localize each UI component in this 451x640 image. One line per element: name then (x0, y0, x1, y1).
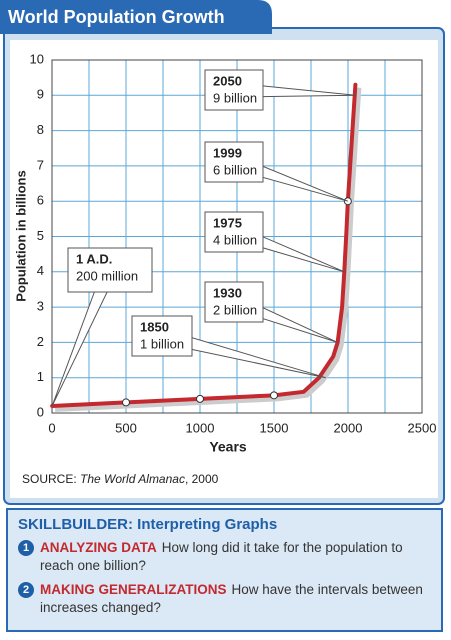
y-tick-label: 6 (37, 193, 44, 208)
annotation-text: 4 billion (213, 232, 257, 247)
skillbuilder-title: SKILLBUILDER: Interpreting Graphs (18, 516, 278, 533)
y-tick-label: 3 (37, 299, 44, 314)
x-tick-label: 1500 (260, 420, 289, 435)
y-tick-label: 5 (37, 228, 44, 243)
annotation-box (67, 247, 153, 293)
y-axis-label: Population in billions (13, 170, 28, 301)
annotation-text: 200 million (76, 268, 138, 283)
annotation-box (204, 141, 264, 183)
y-tick-label: 8 (37, 122, 44, 137)
x-tick-label: 0 (48, 420, 55, 435)
y-tick-label: 7 (37, 157, 44, 172)
question: 2 MAKING GENERALIZATIONS How have the inte… (18, 581, 431, 617)
source-title: The World Almanac (80, 472, 185, 486)
skillbuilder: SKILLBUILDER: Interpreting Graphs 1 ANALY… (6, 508, 443, 632)
annotation-box (131, 315, 193, 357)
x-tick-label: 1000 (186, 420, 215, 435)
question-text: How long did it take for the population … (40, 540, 403, 573)
plot (51, 59, 423, 414)
x-axis-label: Years (209, 439, 247, 455)
annotation-box (204, 281, 264, 323)
plot-border (51, 59, 423, 414)
question: 1 ANALYZING DATA How long did it take for … (18, 539, 431, 575)
question-heading: ANALYZING DATA (40, 540, 157, 555)
x-tick-label: 500 (115, 420, 137, 435)
question-number: 2 (18, 582, 34, 598)
x-tick-label: 2500 (408, 420, 437, 435)
source: SOURCE: The World Almanac, 2000 (22, 472, 219, 486)
line-shadow (55, 87, 362, 412)
annotation-text: 9 billion (213, 90, 257, 105)
point-marker (196, 394, 204, 403)
source-suffix: , 2000 (185, 472, 219, 486)
source-prefix: SOURCE: (22, 472, 77, 486)
annotation-title: 2050 (213, 73, 242, 88)
question-text: How have the intervals between increases… (40, 582, 423, 615)
y-tick-label: 10 (30, 51, 44, 66)
chart-title: World Population Growth (8, 7, 225, 27)
annotation-box (204, 69, 264, 111)
annotation-title: 1 A.D. (76, 251, 112, 266)
question-number: 1 (18, 540, 34, 556)
annotation-text: 6 billion (213, 162, 257, 177)
y-tick-label: 9 (37, 87, 44, 102)
annotation-title: 1930 (213, 285, 242, 300)
point-marker (122, 398, 130, 407)
y-tick-label: 4 (37, 263, 44, 278)
y-tick-label: 1 (37, 369, 44, 384)
annotation-title: 1999 (213, 145, 242, 160)
annotation-box (204, 211, 264, 253)
chart: World Population Growth Years Population… (0, 0, 445, 505)
annotation-text: 2 billion (213, 302, 257, 317)
annotation-title: 1975 (213, 215, 242, 230)
question-heading: MAKING GENERALIZATIONS (40, 582, 227, 597)
y-tick-label: 2 (37, 334, 44, 349)
point-marker (270, 391, 278, 400)
y-tick-label: 0 (37, 404, 44, 419)
annotation-text: 1 billion (140, 336, 184, 351)
title-tab (0, 0, 272, 34)
x-tick-label: 2000 (334, 420, 363, 435)
annotation-title: 1850 (140, 319, 169, 334)
